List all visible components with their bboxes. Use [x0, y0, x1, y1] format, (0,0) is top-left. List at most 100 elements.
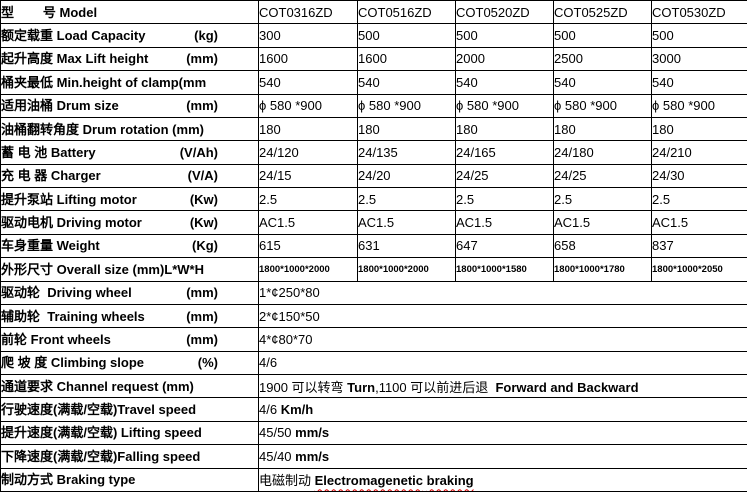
- row-label: 充 电 器 Charger (V/A): [2, 169, 258, 182]
- row-unit: (%): [197, 355, 218, 371]
- row-label-cell: 蓄 电 池 Battery (V/Ah): [0, 140, 259, 165]
- row-label: 下降速度(满载/空载) Falling speed: [2, 448, 258, 464]
- model-header-cell: COT0516ZD: [357, 0, 456, 25]
- spellcheck-flagged-text: Electromagenetic: [314, 473, 423, 489]
- spec-value-cell: AC1.5: [258, 210, 358, 235]
- spec-value-cell: 180: [357, 116, 456, 142]
- spec-value-cell: 2.5: [357, 186, 456, 212]
- row-label: 行驶速度(满载/空载) Travel speed: [2, 402, 258, 418]
- spec-value-cell: 540: [651, 70, 747, 95]
- row-label-cell: 起升高度 Max Lift height (mm): [0, 46, 259, 72]
- row-label-zh: 额定载重: [1, 28, 57, 44]
- row-label-cell: 适用油桶 Drum size (mm): [0, 93, 259, 118]
- row-label-cell: 型 号 Model: [0, 0, 259, 25]
- row-label-cell: 行驶速度(满载/空载) Travel speed: [0, 397, 259, 422]
- spec-value-cell: 615: [258, 233, 358, 259]
- spec-value-cell: 540: [455, 70, 554, 95]
- table-row: 驱动电机 Driving motor (Kw) AC1.5 AC1.5 AC1.5 AC1…: [0, 210, 747, 235]
- row-label-cell: 驱动电机 Driving motor (Kw): [0, 210, 259, 235]
- spec-value-cell: AC1.5: [455, 210, 554, 235]
- table-row: 蓄 电 池 Battery (V/Ah) 24/120 24/135 24/165 24/…: [0, 140, 747, 165]
- row-label-zh: 提升速度(满载/空载): [1, 425, 121, 441]
- row-label: 额定载重 Load Capacity (kg): [1, 28, 258, 44]
- spec-value-cell: 180: [258, 116, 358, 142]
- spec-value-text: Turn: [347, 379, 376, 395]
- row-label-cell: 制动方式 Braking type: [0, 467, 259, 492]
- row-label-zh: 车身重量: [1, 238, 57, 254]
- spec-value-cell: 24/210: [651, 140, 747, 165]
- spec-value-merged-cell: 1900 可以转弯 Turn,1100 可以前进后退 Forward and B…: [258, 373, 747, 399]
- row-label: 提升泵站 Lifting motor (Kw): [1, 191, 258, 207]
- spec-value-text: 45/50: [259, 425, 296, 441]
- spec-value-cell: 1600: [357, 46, 456, 72]
- row-unit: (V/Ah): [179, 144, 218, 160]
- spec-value-merged-cell: 4/6: [258, 350, 747, 376]
- table-row: 行驶速度(满载/空载) Travel speed 4/6 Km/h: [0, 397, 747, 422]
- spec-value-cell: 180: [455, 116, 554, 142]
- row-label-zh: 提升泵站: [1, 191, 57, 207]
- row-unit: (Kg): [192, 238, 218, 254]
- model-header-cell: COT0520ZD: [455, 0, 554, 25]
- spec-value-cell: 180: [651, 116, 747, 142]
- row-label-cell: 爬 坡 度 Climbing slope (%): [0, 350, 259, 376]
- row-unit: (mm): [186, 285, 218, 301]
- row-label-en: Model: [59, 4, 98, 20]
- row-label: 爬 坡 度 Climbing slope (%): [2, 355, 258, 371]
- row-label: 蓄 电 池 Battery (V/Ah): [2, 144, 258, 160]
- row-unit: (Kw): [189, 191, 218, 207]
- row-unit: (Kw): [189, 215, 218, 231]
- spec-value-cell: ϕ 580 *900: [357, 93, 456, 118]
- row-label-zh: 起升高度: [1, 51, 57, 67]
- spec-value-merged-cell: 45/50 mm/s: [258, 420, 747, 446]
- row-label-zh: 油桶翻转角度: [1, 121, 83, 137]
- row-label-zh: 驱动轮: [1, 285, 48, 301]
- spec-value-cell: 658: [553, 233, 652, 259]
- table-row: 下降速度(满载/空载) Falling speed 45/40 mm/s: [0, 444, 747, 469]
- row-label-en: Falling speed: [117, 448, 201, 464]
- row-label-en: Overall size (mm)L*W*H: [56, 261, 204, 277]
- spec-value-cell: 3000: [651, 46, 747, 72]
- row-label-en: Load Capacity: [56, 28, 146, 44]
- spec-value-cell: AC1.5: [651, 210, 747, 235]
- row-label: 适用油桶 Drum size (mm): [2, 98, 258, 114]
- spec-value-cell: 1800*1000*1580: [455, 257, 554, 282]
- table-row: 提升泵站 Lifting motor (Kw) 2.5 2.5 2.5 2.5 2.5: [0, 186, 747, 212]
- spec-value-cell: 500: [651, 23, 747, 48]
- row-label-cell: 通道要求 Channel request (mm): [0, 373, 259, 399]
- spec-value-cell: 500: [553, 23, 652, 48]
- spec-value-cell: 24/15: [258, 163, 358, 189]
- row-label-zh: 外形尺寸: [1, 261, 57, 277]
- row-label-en: Braking type: [56, 472, 136, 488]
- spec-value-cell: 2500: [553, 46, 652, 72]
- spec-value-cell: ϕ 580 *900: [455, 93, 554, 118]
- row-label-en: Drum size: [56, 98, 119, 114]
- row-label: 通道要求 Channel request (mm): [2, 380, 258, 393]
- spec-value-cell: AC1.5: [357, 210, 456, 235]
- spec-value-cell: ϕ 580 *900: [553, 93, 652, 118]
- spec-value-text: mm/s: [295, 425, 330, 441]
- spec-value-cell: 24/20: [357, 163, 456, 189]
- spec-value-cell: 24/30: [651, 163, 747, 189]
- spec-value-text: 电磁制动: [259, 473, 315, 489]
- spec-value-cell: 631: [357, 233, 456, 259]
- spec-value-text: 1*¢250*80: [259, 285, 320, 301]
- row-label-en: Lifting speed: [120, 425, 202, 441]
- spec-value-cell: 24/120: [258, 140, 358, 165]
- row-label: 油桶翻转角度 Drum rotation (mm): [1, 121, 258, 137]
- row-label: 型 号 Model: [2, 4, 258, 20]
- spec-value-text: 1900 可以转弯: [259, 379, 348, 395]
- spec-value-cell: 2.5: [455, 186, 554, 212]
- spec-value-cell: 540: [553, 70, 652, 95]
- spec-value-merged-cell: 电磁制动 Electromagenetic braking: [258, 467, 747, 492]
- table-row: 制动方式 Braking type 电磁制动 Electromagenetic b…: [0, 467, 747, 492]
- row-unit: (mm): [186, 51, 218, 67]
- row-label-en: Travel speed: [117, 402, 197, 418]
- spec-value-text: 45/40: [259, 448, 296, 464]
- spec-value-cell: 1800*1000*2050: [651, 257, 747, 282]
- spec-value-cell: 2.5: [553, 186, 652, 212]
- spec-value-text: 2*¢150*50: [259, 308, 320, 324]
- model-header-cell: COT0530ZD: [651, 0, 747, 25]
- row-label-zh: 前轮: [1, 331, 31, 347]
